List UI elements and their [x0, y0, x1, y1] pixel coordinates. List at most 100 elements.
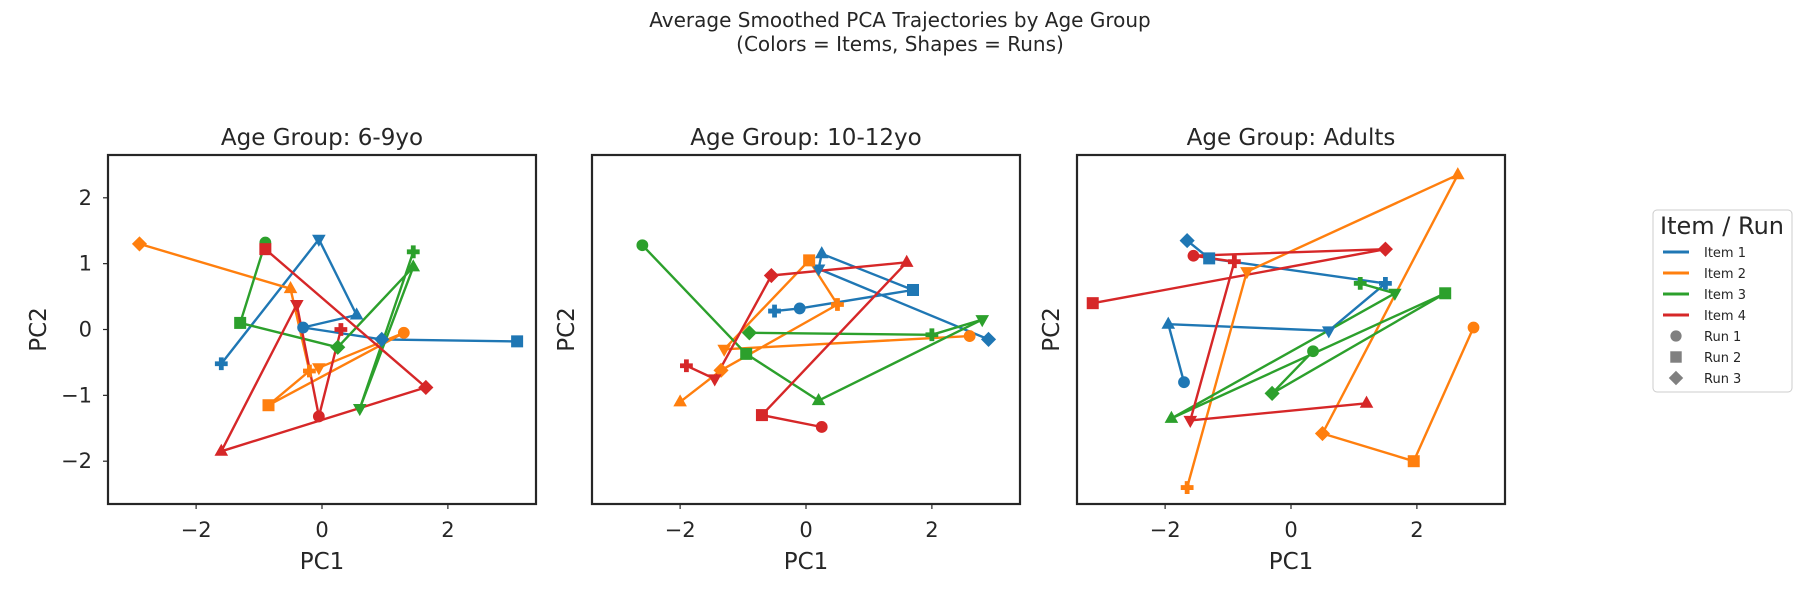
data-point-item-1-1 — [1178, 376, 1190, 389]
data-point-item-2-4 — [803, 254, 816, 267]
data-point-item-4-4 — [290, 299, 304, 313]
series-line-item-4 — [220, 247, 428, 453]
legend-label: Run 1 — [1704, 330, 1741, 345]
data-point-item-1-1 — [214, 357, 228, 371]
x-tick-label: 0 — [315, 518, 328, 542]
x-tick-label: −2 — [181, 518, 212, 542]
data-point-item-4-1 — [1086, 297, 1099, 310]
data-point-item-2-3 — [831, 298, 844, 311]
series-line-item-3 — [641, 243, 984, 402]
data-point-item-4-4 — [1227, 255, 1241, 269]
data-point-item-3-5 — [925, 328, 939, 342]
subplot-1: −2 0 2 −2 −1 0 1 2 Age Group: 6-9yo PC1 PC2 — [26, 125, 538, 575]
legend-marker-swatch — [1670, 351, 1682, 363]
data-point-item-1-4 — [297, 321, 310, 334]
data-point-item-2-5 — [717, 344, 731, 357]
data-point-item-2-2 — [283, 281, 298, 294]
legend-title: Item / Run — [1660, 212, 1784, 240]
x-tick-label: 2 — [1410, 518, 1423, 542]
data-point-item-3-3 — [1164, 410, 1179, 423]
data-point-item-3-6 — [741, 325, 757, 341]
data-point-item-3-4 — [406, 259, 421, 272]
data-point-item-2-2 — [713, 362, 729, 378]
subplot-title: Age Group: 6-9yo — [221, 125, 423, 151]
legend-label: Item 1 — [1704, 246, 1746, 261]
data-point-item-3-6 — [1307, 345, 1319, 358]
legend-label: Item 4 — [1704, 309, 1746, 324]
legend-label: Run 3 — [1704, 372, 1741, 387]
data-point-item-2-1 — [673, 394, 687, 407]
x-tick-label: 0 — [799, 518, 812, 542]
data-point-item-3-1 — [636, 239, 649, 252]
data-point-item-1-4 — [1379, 277, 1392, 290]
legend-entries: Item 1 Item 2 Item 3 Item 4 Run 1 Run 2 Run 3 — [1663, 246, 1746, 387]
subplot-title: Age Group: Adults — [1187, 125, 1396, 151]
data-point-item-1-4 — [814, 246, 829, 259]
data-point-item-3-4 — [1439, 287, 1452, 300]
legend-marker-swatch — [1670, 330, 1682, 342]
legend-entry-3: Item 3 — [1663, 288, 1746, 303]
data-point-item-2-3 — [1450, 167, 1465, 180]
legend-marker-swatch — [1668, 370, 1684, 386]
data-point-item-4-3 — [214, 443, 229, 456]
series-line-item-1 — [220, 238, 519, 365]
legend-label: Item 3 — [1704, 288, 1746, 303]
data-point-item-2-6 — [963, 330, 976, 342]
subplot-3: −2 0 2 Age Group: Adults PC1 PC2 — [1039, 125, 1507, 575]
y-tick-label: −1 — [61, 383, 92, 407]
x-tick-label: 2 — [925, 518, 938, 542]
data-point-item-1-3 — [1321, 326, 1336, 339]
plot-area — [592, 155, 1020, 504]
y-axis-label: PC2 — [26, 307, 52, 352]
data-point-item-4-1 — [680, 359, 693, 373]
data-point-item-2-4 — [262, 399, 275, 412]
legend-entry-1: Item 1 — [1663, 246, 1746, 261]
legend-entry-7: Run 3 — [1668, 370, 1741, 387]
data-point-item-4-2 — [418, 379, 434, 396]
data-point-item-3-3 — [811, 393, 826, 406]
x-tick-label: −2 — [665, 518, 696, 542]
legend-entry-6: Run 2 — [1670, 351, 1741, 366]
subplot-panels: −2 0 2 −2 −1 0 1 2 Age Group: 6-9yo PC1 PC2 −2 0 2 Age… — [26, 125, 1507, 575]
subplot-title: Age Group: 10-12yo — [690, 125, 921, 151]
data-point-item-2-3 — [303, 364, 316, 378]
data-point-item-1-3 — [349, 307, 364, 320]
data-point-item-3-3 — [330, 339, 346, 355]
data-point-item-1-6 — [1179, 233, 1195, 249]
data-point-item-2-6 — [1467, 321, 1480, 334]
data-point-item-1-6 — [980, 331, 997, 347]
y-tick-label: 1 — [79, 252, 92, 276]
y-tick-label: 0 — [79, 318, 92, 342]
series-line-item-2 — [1185, 173, 1475, 489]
data-point-item-3-5 — [1264, 385, 1280, 401]
data-point-item-4-3 — [763, 267, 779, 284]
data-point-item-3-2 — [1388, 288, 1402, 301]
legend-entry-4: Item 4 — [1663, 309, 1746, 324]
y-axis-label: PC2 — [554, 307, 580, 352]
data-point-item-4-5 — [1183, 415, 1198, 428]
data-point-item-4-6 — [334, 323, 348, 336]
legend-entry-5: Run 1 — [1670, 330, 1741, 345]
data-point-item-1-1 — [768, 304, 781, 318]
data-point-item-2-2 — [1240, 267, 1254, 280]
data-point-item-2-1 — [131, 236, 148, 252]
y-tick-label: −2 — [61, 449, 92, 473]
data-point-item-4-1 — [259, 243, 272, 256]
data-point-item-2-4 — [1314, 425, 1331, 442]
data-point-item-2-6 — [312, 363, 326, 376]
x-axis-label: PC1 — [1269, 549, 1314, 575]
data-point-item-1-5 — [1203, 252, 1216, 265]
x-axis-label: PC1 — [300, 549, 345, 575]
data-point-item-4-6 — [1359, 395, 1374, 408]
data-point-item-4-5 — [755, 409, 768, 422]
data-point-item-3-1 — [1353, 277, 1367, 290]
data-point-item-2-1 — [1180, 481, 1194, 494]
figure-suptitle-line-2: (Colors = Items, Shapes = Runs) — [736, 32, 1064, 56]
series-line-item-3 — [238, 241, 415, 410]
data-point-item-1-2 — [793, 302, 806, 315]
data-point-item-4-2 — [707, 374, 722, 387]
x-tick-label: 2 — [441, 518, 454, 542]
data-point-item-4-4 — [899, 254, 914, 267]
data-point-item-3-2 — [234, 316, 247, 329]
